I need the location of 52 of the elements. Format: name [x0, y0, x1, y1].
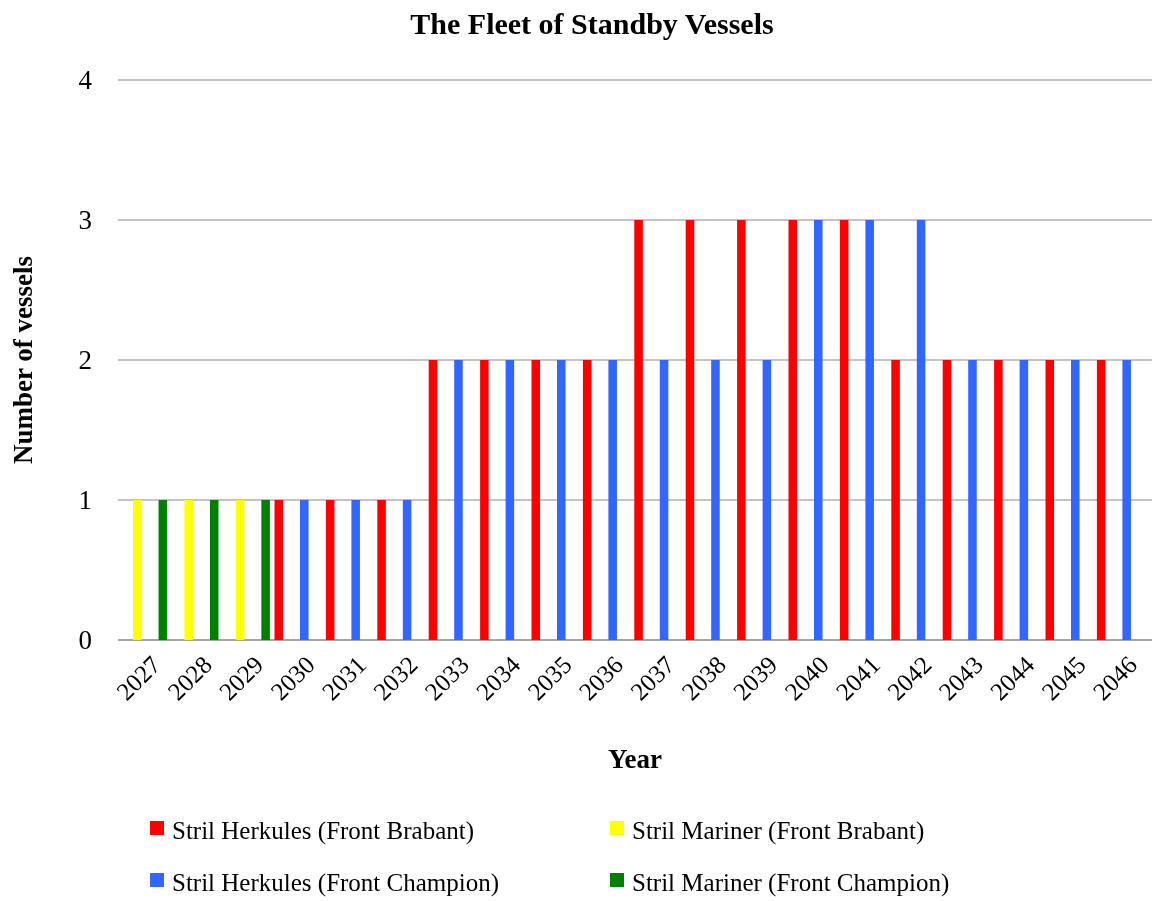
bar — [788, 220, 798, 640]
bar — [1019, 360, 1029, 640]
bar — [839, 220, 849, 640]
bar — [659, 360, 669, 640]
bar — [351, 500, 360, 640]
legend-label: Stril Mariner (Front Champion) — [632, 868, 950, 897]
x-axis-title: Year — [608, 744, 662, 774]
bar — [480, 360, 489, 640]
y-tick-label: 1 — [78, 485, 92, 516]
bar — [377, 500, 386, 640]
bar — [1045, 360, 1055, 640]
bar — [814, 220, 823, 640]
bar — [737, 220, 746, 640]
legend-label: Stril Herkules (Front Champion) — [172, 868, 500, 897]
bar — [184, 500, 193, 640]
bar — [891, 360, 900, 640]
y-tick-label: 3 — [78, 205, 92, 236]
bar — [942, 360, 952, 640]
bar — [994, 360, 1003, 640]
bar — [762, 360, 772, 640]
chart-title: The Fleet of Standby Vessels — [410, 7, 774, 40]
bar — [711, 360, 720, 640]
bar — [428, 360, 438, 640]
bar — [402, 500, 412, 640]
y-axis-title: Number of vessels — [8, 256, 38, 464]
bar — [235, 500, 245, 640]
bar — [505, 360, 515, 640]
bar — [274, 500, 284, 640]
bar — [454, 360, 463, 640]
y-tick-label: 2 — [78, 345, 92, 376]
legend-label: Stril Mariner (Front Brabant) — [632, 816, 925, 845]
bar — [865, 220, 874, 640]
bar — [582, 360, 592, 640]
bar — [209, 500, 219, 640]
bar — [261, 500, 270, 640]
bar — [557, 360, 566, 640]
bar — [133, 500, 142, 640]
bar — [300, 500, 309, 640]
bar — [916, 220, 926, 640]
bar — [1071, 360, 1080, 640]
bar — [1096, 360, 1106, 640]
y-tick-label: 0 — [78, 625, 92, 656]
bar — [608, 360, 617, 640]
bar — [685, 220, 695, 640]
legend-label: Stril Herkules (Front Brabant) — [172, 816, 475, 845]
bar — [968, 360, 977, 640]
bar — [634, 220, 643, 640]
bar — [158, 500, 168, 640]
bar — [325, 500, 335, 640]
bar — [531, 360, 541, 640]
bar — [1122, 360, 1131, 640]
y-tick-label: 4 — [78, 65, 93, 96]
